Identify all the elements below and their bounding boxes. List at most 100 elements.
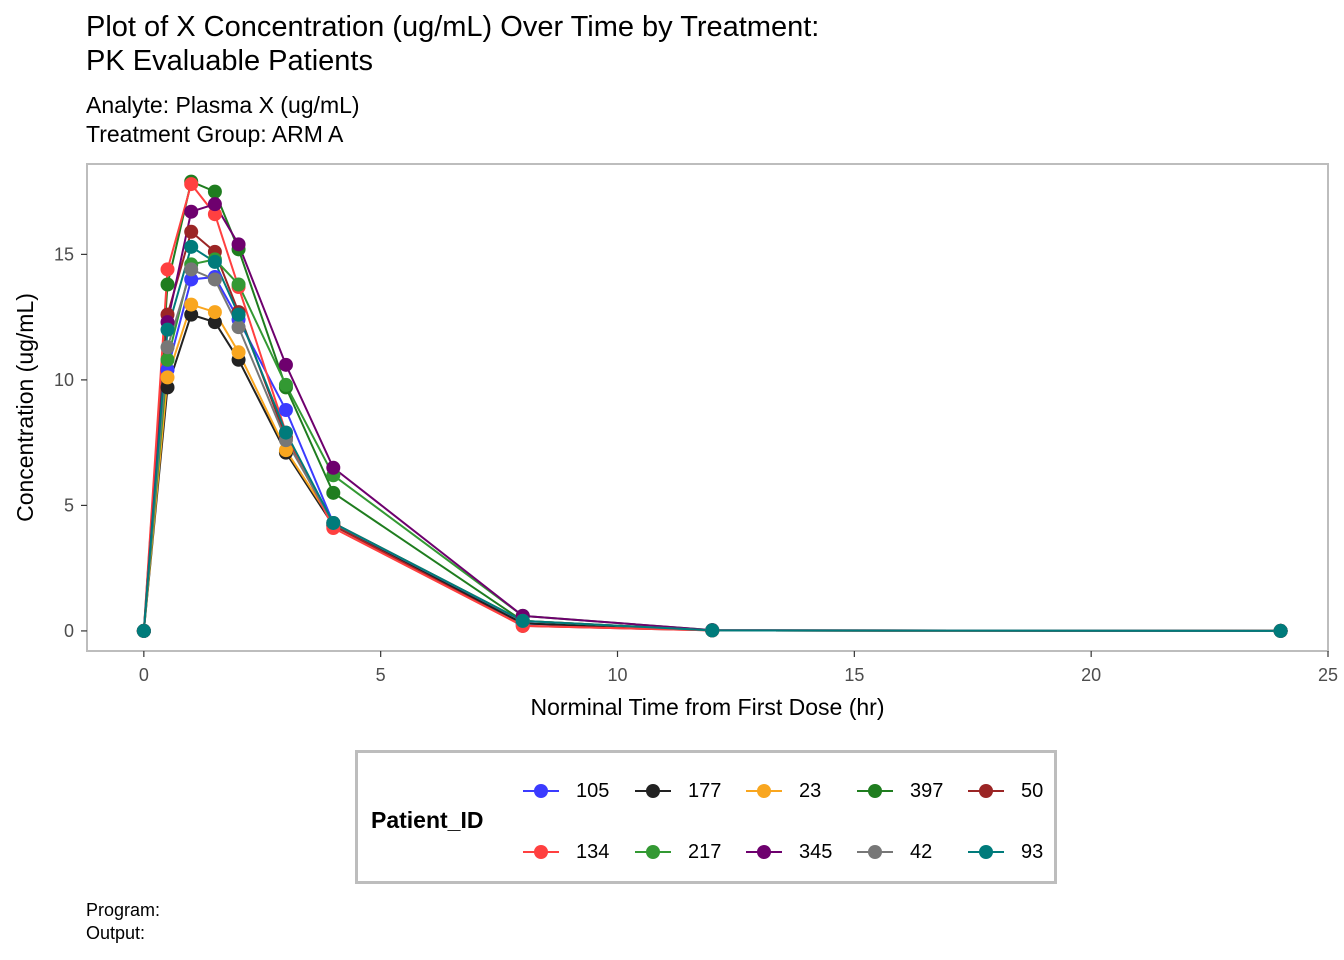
data-point-345 bbox=[184, 204, 199, 219]
legend-key-point bbox=[979, 784, 993, 798]
series-line-134 bbox=[142, 181, 1281, 632]
data-point-42 bbox=[231, 320, 246, 335]
x-tick-label: 15 bbox=[844, 665, 864, 685]
y-tick-label: 0 bbox=[64, 621, 74, 641]
data-point-23 bbox=[231, 345, 246, 360]
legend-label-397: 397 bbox=[910, 780, 944, 802]
legend-key-point bbox=[757, 845, 771, 859]
legend-key-105 bbox=[523, 784, 559, 798]
legend: Patient_ID 105 177 23 397 50 134 217 345 42 93 bbox=[355, 750, 1057, 884]
data-point-93 bbox=[136, 623, 151, 638]
legend-label-345: 345 bbox=[799, 841, 833, 863]
data-point-23 bbox=[207, 305, 222, 320]
legend-label-217: 217 bbox=[688, 841, 722, 863]
plot-panel bbox=[86, 163, 1329, 652]
data-point-105 bbox=[278, 403, 293, 418]
x-tick-label: 10 bbox=[607, 665, 627, 685]
legend-item-50: 50 bbox=[966, 777, 1096, 807]
legend-item-105: 105 bbox=[521, 777, 651, 807]
data-point-42 bbox=[184, 262, 199, 277]
chart-title-line-1: Plot of X Concentration (ug/mL) Over Tim… bbox=[86, 11, 820, 43]
legend-key-93 bbox=[968, 845, 1004, 859]
legend-item-93: 93 bbox=[966, 838, 1096, 868]
series-line-93 bbox=[142, 245, 1281, 632]
legend-item-345: 345 bbox=[744, 838, 874, 868]
series-line-177 bbox=[142, 313, 1281, 632]
data-point-105 bbox=[184, 272, 199, 287]
legend-key-point bbox=[979, 845, 993, 859]
data-point-93 bbox=[705, 623, 720, 638]
data-point-217 bbox=[278, 377, 293, 392]
data-point-93 bbox=[207, 254, 222, 269]
data-point-345 bbox=[326, 460, 341, 475]
legend-key-345 bbox=[746, 845, 782, 859]
subtitle-line-1: Analyte: Plasma X (ug/mL) bbox=[86, 92, 360, 118]
data-point-93 bbox=[231, 307, 246, 322]
data-point-93 bbox=[184, 239, 199, 254]
footnote: Program: Output: bbox=[86, 899, 160, 945]
subtitle-line-2: Treatment Group: ARM A bbox=[86, 121, 344, 147]
y-tick-label: 10 bbox=[54, 370, 74, 390]
legend-key-point bbox=[868, 845, 882, 859]
legend-key-50 bbox=[968, 784, 1004, 798]
data-point-217 bbox=[231, 277, 246, 292]
data-point-177 bbox=[207, 315, 222, 330]
legend-label-93: 93 bbox=[1021, 841, 1044, 863]
legend-key-point bbox=[534, 845, 548, 859]
data-point-93 bbox=[160, 322, 175, 337]
x-axis-label: Norminal Time from First Dose (hr) bbox=[531, 694, 885, 720]
legend-key-134 bbox=[523, 845, 559, 859]
legend-item-397: 397 bbox=[855, 777, 985, 807]
data-point-397 bbox=[160, 277, 175, 292]
x-tick-label: 25 bbox=[1318, 665, 1338, 685]
legend-label-42: 42 bbox=[910, 841, 933, 863]
legend-item-177: 177 bbox=[633, 777, 763, 807]
legend-label-177: 177 bbox=[688, 780, 722, 802]
legend-key-177 bbox=[635, 784, 671, 798]
legend-key-397 bbox=[857, 784, 893, 798]
data-point-397 bbox=[326, 485, 341, 500]
data-point-23 bbox=[278, 443, 293, 458]
program-label: Program: bbox=[86, 900, 161, 920]
series-line-345 bbox=[142, 202, 1281, 632]
data-point-93 bbox=[326, 515, 341, 530]
data-point-93 bbox=[1273, 623, 1288, 638]
legend-label-23: 23 bbox=[799, 780, 822, 802]
data-point-93 bbox=[515, 613, 530, 628]
x-tick-label: 20 bbox=[1081, 665, 1101, 685]
legend-label-105: 105 bbox=[576, 780, 610, 802]
y-axis-label: Concentration (ug/mL) bbox=[12, 293, 38, 522]
legend-item-23: 23 bbox=[744, 777, 874, 807]
data-point-42 bbox=[207, 272, 222, 287]
legend-key-42 bbox=[857, 845, 893, 859]
x-tick-label: 0 bbox=[139, 665, 149, 685]
legend-item-42: 42 bbox=[855, 838, 985, 868]
x-tick-label: 5 bbox=[376, 665, 386, 685]
series-line-23 bbox=[142, 303, 1281, 632]
legend-label-134: 134 bbox=[576, 841, 610, 863]
data-point-23 bbox=[184, 297, 199, 312]
data-point-134 bbox=[160, 262, 175, 277]
data-point-345 bbox=[231, 237, 246, 252]
legend-key-point bbox=[868, 784, 882, 798]
legend-key-23 bbox=[746, 784, 782, 798]
y-tick-label: 5 bbox=[64, 495, 74, 515]
series-line-217 bbox=[142, 258, 1281, 632]
chart-title-line-2: PK Evaluable Patients bbox=[86, 45, 373, 77]
legend-key-point bbox=[646, 784, 660, 798]
legend-label-50: 50 bbox=[1021, 780, 1044, 802]
output-label: Output: bbox=[86, 923, 146, 943]
data-point-217 bbox=[160, 352, 175, 367]
legend-key-point bbox=[757, 784, 771, 798]
legend-key-point bbox=[534, 784, 548, 798]
data-point-42 bbox=[160, 340, 175, 355]
data-point-397 bbox=[207, 184, 222, 199]
chart-subtitle: Analyte: Plasma X (ug/mL) Treatment Grou… bbox=[86, 91, 360, 149]
data-point-345 bbox=[278, 357, 293, 372]
legend-title: Patient_ID bbox=[371, 807, 484, 833]
data-point-345 bbox=[207, 197, 222, 212]
legend-key-point bbox=[646, 845, 660, 859]
series-line-105 bbox=[142, 275, 1281, 632]
legend-key-217 bbox=[635, 845, 671, 859]
